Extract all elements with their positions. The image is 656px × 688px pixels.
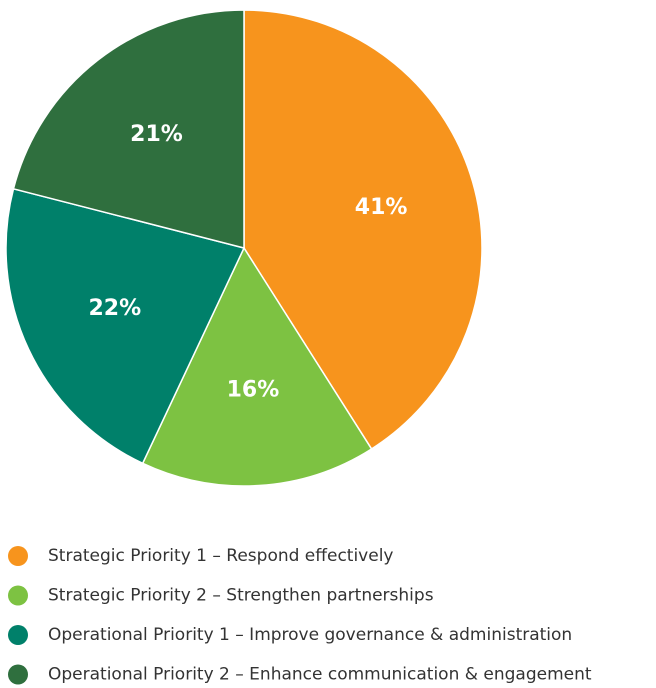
legend-label: Strategic Priority 1 – Respond effective… [48, 546, 393, 566]
legend-swatch [8, 585, 28, 606]
legend-label: Strategic Priority 2 – Strengthen partne… [48, 586, 434, 606]
slice-label: 41% [355, 195, 408, 220]
slice-label: 21% [130, 122, 183, 147]
legend-swatch [8, 625, 28, 645]
pie-slice [12, 9, 245, 249]
slice-label: 22% [88, 296, 141, 321]
pie-slice [243, 9, 483, 450]
pie-slice [5, 187, 246, 465]
legend-label: Operational Priority 1 – Improve governa… [48, 625, 572, 645]
slice-label: 16% [227, 378, 280, 403]
legend-swatch [8, 546, 28, 566]
pie-slice [141, 246, 373, 487]
legend-swatch [8, 664, 28, 685]
legend-label: Operational Priority 2 – Enhance communi… [48, 665, 592, 685]
